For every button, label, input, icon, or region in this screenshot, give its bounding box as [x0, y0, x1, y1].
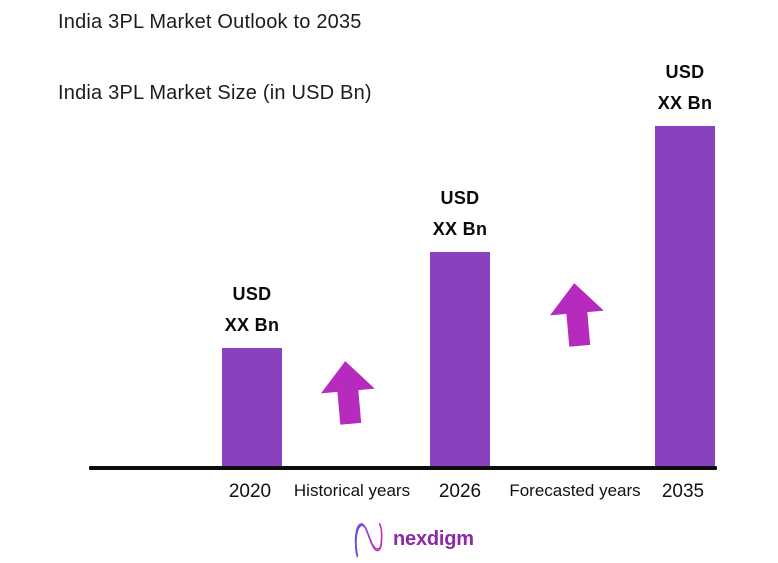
- x-annotation-forecasted-years: Forecasted years: [509, 481, 641, 500]
- chart-subtitle: India 3PL Market Size (in USD Bn): [58, 82, 372, 104]
- x-annotation-historical-years: Historical years: [293, 481, 411, 500]
- growth-arrow-shape: [549, 283, 604, 347]
- value-line-usd: USD: [665, 62, 705, 82]
- nexdigm-logo-icon: [354, 523, 383, 558]
- chart-title: India 3PL Market Outlook to 2035: [58, 11, 362, 33]
- value-line-amount: XX Bn: [657, 93, 713, 113]
- x-axis-line: [89, 466, 717, 470]
- x-tick-2026: 2026: [438, 481, 482, 502]
- x-tick-2035: 2035: [661, 481, 705, 502]
- value-line-amount: XX Bn: [432, 219, 488, 239]
- growth-arrow-icon: [320, 361, 375, 425]
- bar-value-label-2020: USD XX Bn: [182, 279, 322, 341]
- value-line-usd: USD: [440, 188, 480, 208]
- growth-arrow-shape: [320, 361, 375, 425]
- bar-value-label-2035: USD XX Bn: [615, 57, 755, 119]
- growth-arrow-icon: [549, 283, 604, 347]
- value-line-amount: XX Bn: [224, 315, 280, 335]
- brand-logo: nexdigm: [352, 519, 474, 559]
- bar-value-label-2026: USD XX Bn: [390, 183, 530, 245]
- value-line-usd: USD: [232, 284, 272, 304]
- bar-2035: [655, 126, 715, 468]
- bar-2020: [222, 348, 282, 468]
- bar-2026: [430, 252, 490, 468]
- x-tick-2020: 2020: [228, 481, 272, 502]
- brand-logo-text: nexdigm: [393, 527, 474, 550]
